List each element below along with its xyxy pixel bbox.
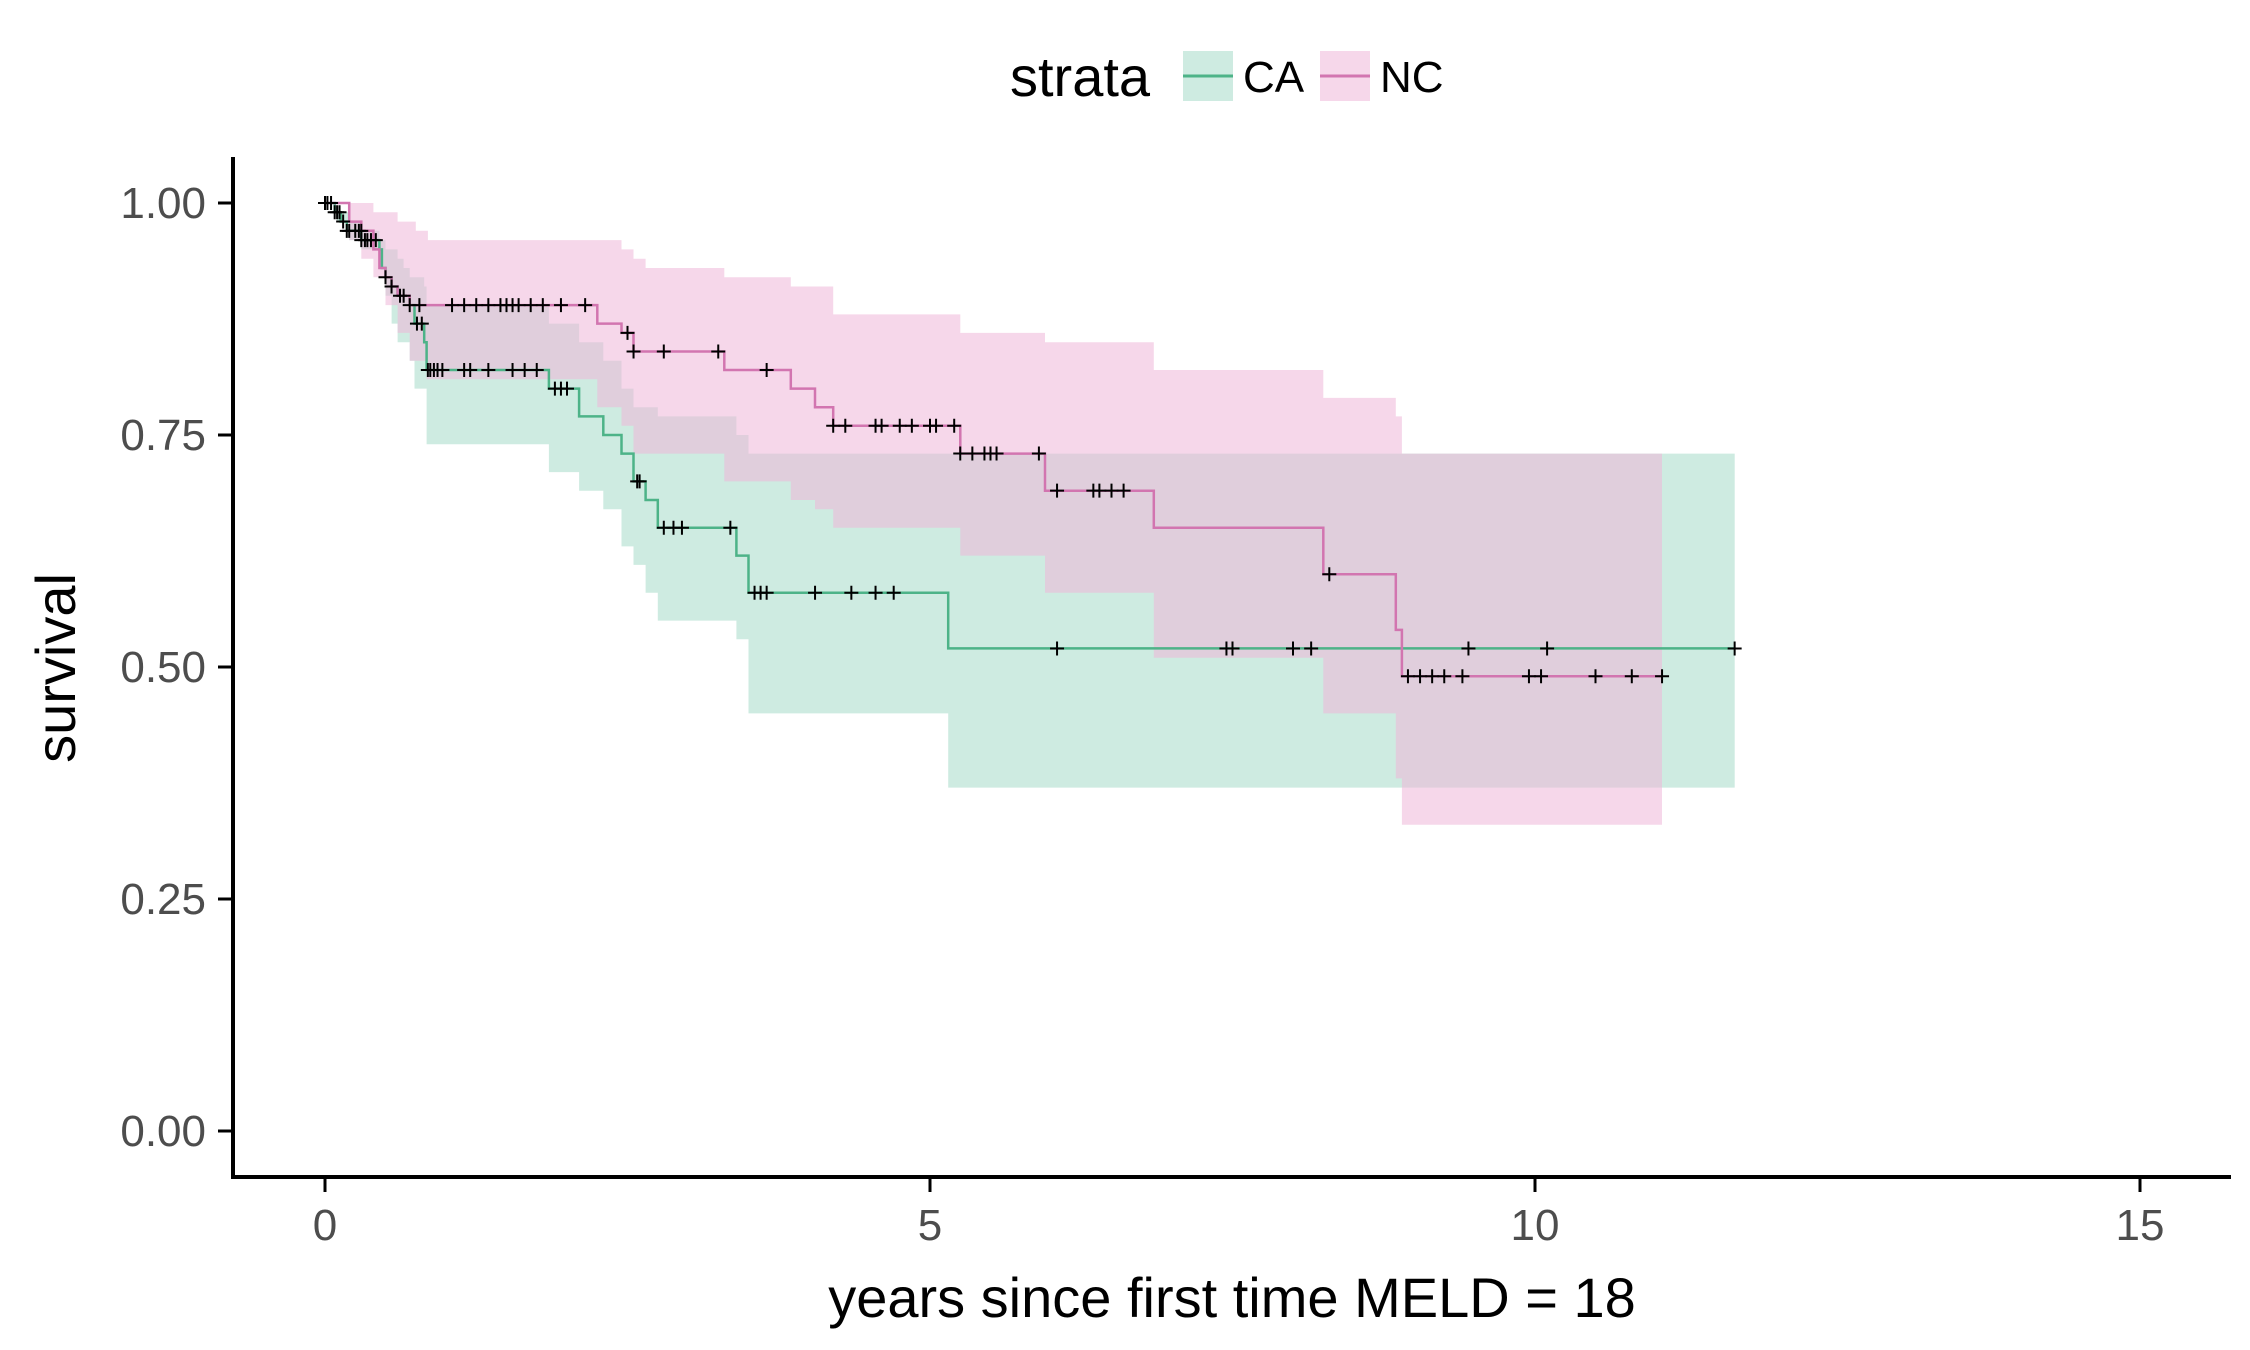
censor-mark-nc: [1400, 669, 1415, 684]
censor-mark-nc: [445, 298, 460, 313]
censor-mark-ca: [1304, 641, 1319, 656]
censor-mark-nc: [759, 363, 774, 378]
y-axis-ticks: 0.00 0.25 0.50 0.75 1.00: [120, 179, 233, 1156]
censor-mark-nc: [1116, 483, 1131, 498]
censor-mark-nc: [892, 418, 907, 433]
confidence-bands: [325, 203, 1735, 825]
y-tick-label: 0.25: [120, 875, 206, 924]
censor-mark-nc: [469, 298, 484, 313]
censor-mark-nc: [826, 418, 841, 433]
censor-mark-ca: [1461, 641, 1476, 656]
x-tick-label: 5: [918, 1201, 942, 1250]
censor-mark-nc: [1437, 669, 1452, 684]
censor-mark-nc: [578, 298, 593, 313]
y-tick-label: 0.50: [120, 643, 206, 692]
censor-mark-nc: [511, 298, 526, 313]
censor-mark-nc: [929, 418, 944, 433]
censor-mark-ca: [505, 363, 520, 378]
censor-mark-nc: [378, 270, 393, 285]
censor-mark-nc: [1104, 483, 1119, 498]
censor-mark-nc: [874, 418, 889, 433]
censor-mark-ca: [332, 205, 347, 220]
y-tick-label: 0.75: [120, 411, 206, 460]
censor-mark-nc: [1322, 567, 1337, 582]
censor-mark-nc: [1455, 669, 1470, 684]
censor-mark-nc: [656, 344, 671, 359]
censor-mark-nc: [553, 298, 568, 313]
legend: strata CA NC: [1010, 45, 1444, 108]
censor-mark-nc: [989, 446, 1004, 461]
y-tick-label: 0.00: [120, 1107, 206, 1156]
x-axis-title: years since first time MELD = 18: [828, 1266, 1636, 1329]
censor-mark-ca: [723, 520, 738, 535]
censor-mark-nc: [953, 446, 968, 461]
censor-mark-nc: [535, 298, 550, 313]
censor-mark-ca: [1050, 641, 1065, 656]
censor-mark-nc: [396, 288, 411, 303]
censor-mark-nc: [354, 223, 369, 238]
censor-mark-nc: [1031, 446, 1046, 461]
censor-mark-ca: [368, 233, 383, 248]
censor-mark-ca: [808, 585, 823, 600]
censor-mark-nc: [1624, 669, 1639, 684]
censor-mark-nc: [965, 446, 980, 461]
x-tick-label: 0: [313, 1201, 337, 1250]
censor-mark-ca: [674, 520, 689, 535]
censor-mark-ca: [414, 316, 429, 331]
censor-mark-nc: [1425, 669, 1440, 684]
censor-mark-ca: [759, 585, 774, 600]
legend-label-ca: CA: [1243, 53, 1305, 102]
censor-mark-nc: [412, 298, 427, 313]
censor-mark-nc: [1092, 483, 1107, 498]
censor-mark-nc: [481, 298, 496, 313]
censor-mark-ca: [1540, 641, 1555, 656]
censor-mark-nc: [626, 344, 641, 359]
censor-mark-nc: [1534, 669, 1549, 684]
x-axis-ticks: 0 5 10 15: [313, 1177, 2165, 1250]
y-tick-label: 1.00: [120, 179, 206, 228]
legend-title: strata: [1010, 45, 1151, 108]
censor-mark-nc: [904, 418, 919, 433]
censor-mark-nc: [1413, 669, 1428, 684]
censor-mark-nc: [838, 418, 853, 433]
survival-curve-nc: [325, 201, 1662, 678]
censor-mark-ca: [1286, 641, 1300, 656]
censor-mark-ca: [1225, 641, 1240, 656]
censor-mark-ca: [632, 474, 647, 489]
censor-mark-ca: [336, 214, 351, 229]
censor-mark-nc: [620, 325, 635, 340]
legend-label-nc: NC: [1380, 53, 1444, 102]
x-tick-label: 10: [1511, 1201, 1560, 1250]
censor-mark-ca: [435, 363, 450, 378]
censor-mark-nc: [1655, 669, 1670, 684]
censor-mark-ca: [560, 381, 574, 396]
censor-mark-ca: [1727, 641, 1742, 656]
censor-mark-ca: [844, 585, 859, 600]
censor-mark-ca: [868, 585, 883, 600]
censor-mark-ca: [886, 585, 901, 600]
censor-mark-nc: [523, 298, 538, 313]
censor-mark-nc: [1588, 669, 1603, 684]
confidence-band-nc: [325, 203, 1662, 825]
censor-mark-ca: [517, 363, 532, 378]
censor-mark-nc: [947, 418, 962, 433]
censor-mark-nc: [1050, 483, 1065, 498]
censor-mark-nc: [1521, 669, 1536, 684]
censor-mark-ca: [463, 363, 478, 378]
censor-mark-ca: [481, 363, 496, 378]
y-axis-title: survival: [24, 573, 87, 763]
censor-mark-ca: [529, 363, 544, 378]
censor-mark-nc: [711, 344, 726, 359]
censor-mark-ca: [324, 196, 339, 210]
x-tick-label: 15: [2116, 1201, 2165, 1250]
censor-mark-ca: [384, 279, 399, 294]
censor-marks: [318, 196, 1742, 684]
censor-mark-nc: [457, 298, 472, 313]
